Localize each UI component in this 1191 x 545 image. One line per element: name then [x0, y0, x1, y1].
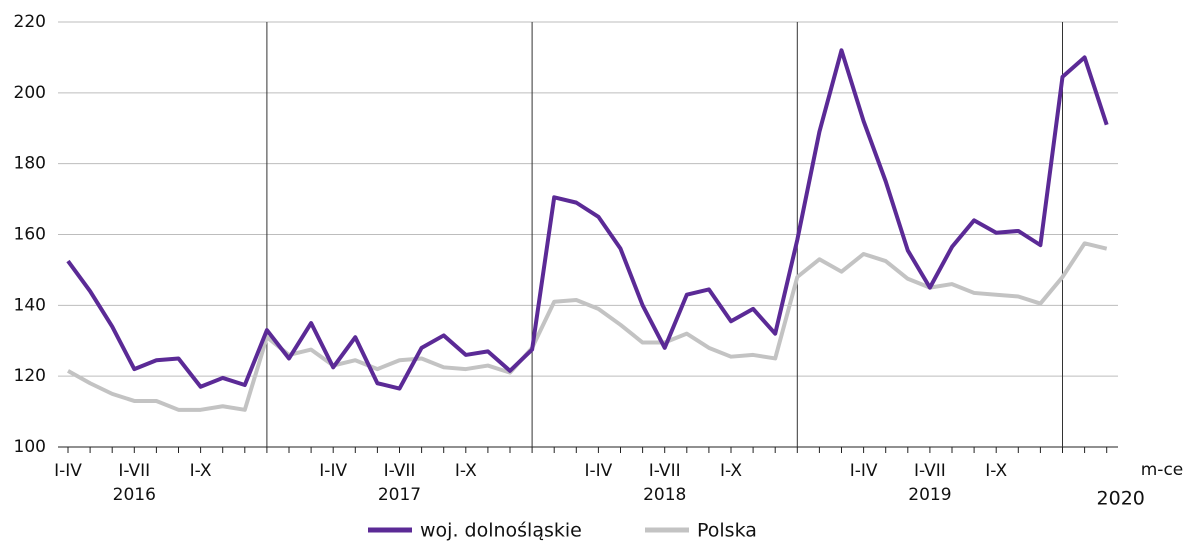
x-tick-label: I-VII: [384, 461, 416, 481]
x-tick-label: I-X: [720, 461, 742, 481]
series-line: [66, 48, 1109, 391]
x-tick-label: I-X: [985, 461, 1007, 481]
y-tick-label: 180: [14, 154, 46, 174]
y-tick-label: 140: [14, 295, 46, 315]
x-axis-label: m-ce: [1141, 460, 1184, 480]
x-tick-label: I-VII: [118, 461, 150, 481]
x-tick-label: I-VII: [649, 461, 681, 481]
x-tick-label: I-X: [455, 461, 477, 481]
y-tick-label: 120: [14, 366, 46, 386]
series-line: [67, 241, 1108, 412]
y-tick-label: 220: [14, 12, 46, 32]
year-label: 2016: [113, 485, 156, 505]
legend-label: Polska: [697, 520, 757, 542]
x-tick-label: I-IV: [54, 461, 82, 481]
y-tick-label: 200: [14, 83, 46, 103]
x-tick-label: I-X: [190, 461, 212, 481]
year-label: 2019: [908, 485, 951, 505]
year-label: 2020: [1097, 488, 1145, 510]
x-tick-label: I-IV: [850, 461, 878, 481]
x-tick-label: I-VII: [914, 461, 946, 481]
year-label: 2017: [378, 485, 421, 505]
legend-label: woj. dolnośląskie: [420, 520, 582, 542]
y-tick-label: 100: [14, 437, 46, 457]
x-tick-label: I-IV: [319, 461, 347, 481]
year-label: 2018: [643, 485, 686, 505]
x-tick-label: I-IV: [585, 461, 613, 481]
y-tick-label: 160: [14, 225, 46, 245]
